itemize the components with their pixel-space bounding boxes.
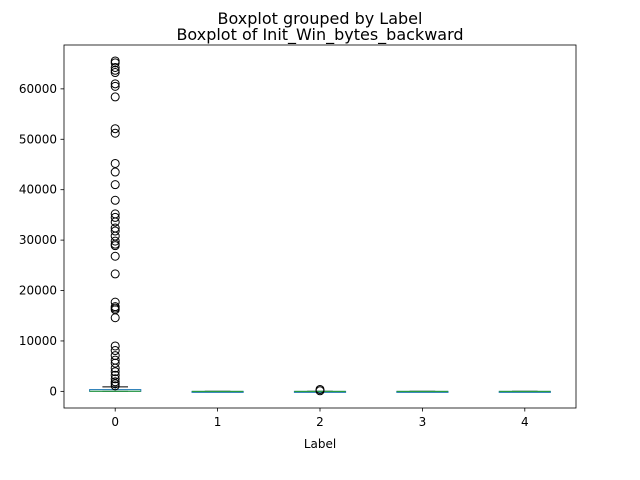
y-tick-label: 30000 [19,233,57,247]
outlier-point [110,341,120,351]
x-tick-label: 0 [111,415,119,429]
x-tick-label: 1 [214,415,222,429]
outlier-point [110,217,120,227]
x-tick-label: 4 [521,415,529,429]
outlier-point [110,124,120,134]
outlier-point [315,386,325,396]
outlier-point [110,370,120,380]
outlier-point [110,167,120,177]
outlier-point [110,374,120,384]
chart-title: Boxplot of Init_Win_bytes_backward [176,25,463,45]
outlier-point [110,68,120,78]
x-tick-label: 3 [419,415,427,429]
outlier-point [110,367,120,377]
outlier-point [110,158,120,168]
outlier-point [110,236,120,246]
y-tick-label: 60000 [19,82,57,96]
outlier-point [110,346,120,356]
outlier-point [110,313,120,323]
outlier-point [110,358,120,368]
outlier-point [110,79,120,89]
outlier-point [110,180,120,190]
y-tick-label: 40000 [19,183,57,197]
y-tick-label: 10000 [19,334,57,348]
x-axis-label: Label [304,437,336,451]
plot-area [89,56,551,396]
y-tick-label: 20000 [19,284,57,298]
x-tick-label: 2 [316,415,324,429]
outlier-point [110,62,120,72]
outlier-point [110,212,120,222]
outlier-point [110,251,120,261]
y-axis: 0 10000 20000 30000 40000 50000 60000 [19,82,64,398]
suptitle: Boxplot grouped by Label [218,9,423,28]
outlier-point [110,92,120,102]
outlier-point [110,269,120,279]
box-group-0 [89,56,142,392]
y-tick-label: 50000 [19,132,57,146]
outlier-point [110,241,120,251]
outlier-point [110,81,120,91]
y-tick-label: 0 [49,384,57,398]
x-axis: 0 1 2 3 4 [111,408,529,429]
outlier-point [110,128,120,138]
box-group-4 [498,390,551,393]
box-group-1 [191,390,244,393]
outlier-point [110,65,120,75]
box-group-2 [293,384,347,396]
outlier-point [110,195,120,205]
outlier-point [110,363,120,373]
outlier-point [110,58,120,68]
box-group-3 [396,390,449,393]
outlier-point [110,381,120,391]
outlier-point [110,226,120,236]
